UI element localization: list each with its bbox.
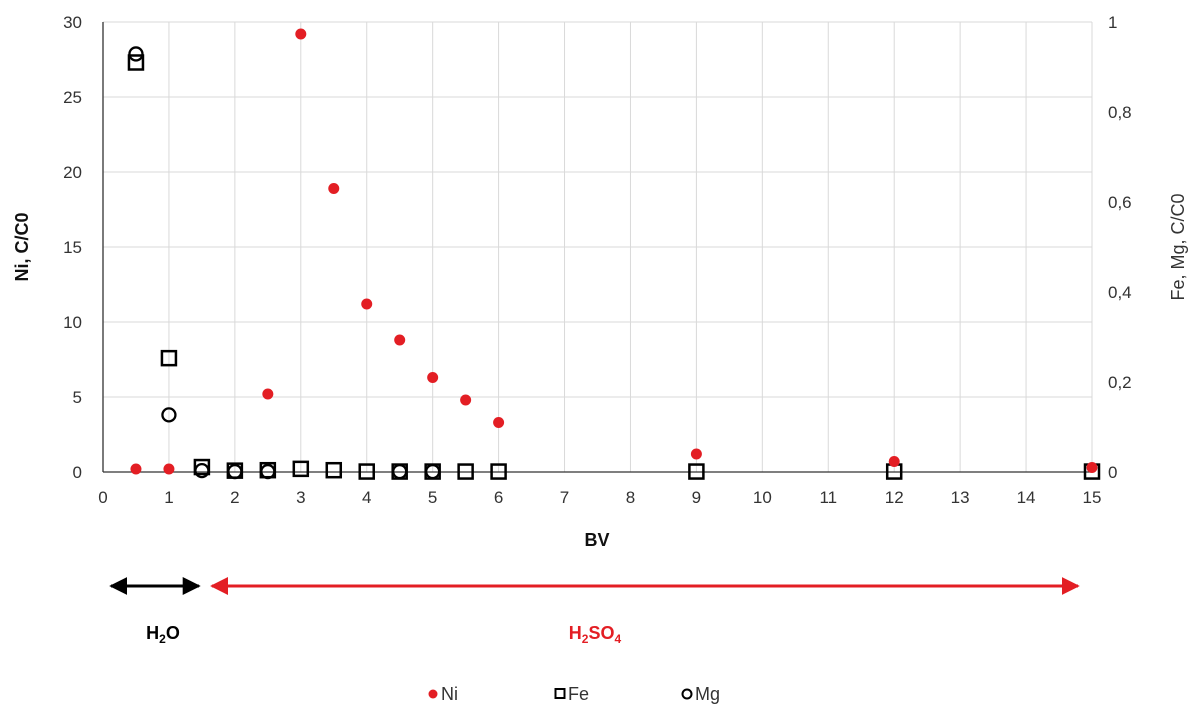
- x-tick-label: 7: [560, 488, 569, 507]
- y-right-tick-label: 0,4: [1108, 283, 1132, 302]
- x-tick-label: 15: [1083, 488, 1102, 507]
- x-tick-label: 13: [951, 488, 970, 507]
- fe-point: [193, 458, 211, 476]
- data-marks: [127, 28, 1101, 480]
- x-tick-label: 1: [164, 488, 173, 507]
- fe-point: [325, 461, 343, 479]
- mg-point: [194, 462, 210, 479]
- mg-point: [392, 463, 408, 480]
- fe-point: [127, 54, 145, 71]
- y-right-tick-label: 0: [1108, 463, 1117, 482]
- x-tick-label: 9: [692, 488, 701, 507]
- ni-point: [690, 448, 702, 460]
- ni-point: [493, 417, 505, 428]
- legend-label: Fe: [568, 684, 589, 704]
- x-tick-label: 8: [626, 488, 635, 507]
- y-right-tick-label: 1: [1108, 13, 1117, 32]
- axes: [102, 22, 1092, 473]
- x-tick-label: 6: [494, 488, 503, 507]
- fe-point: [358, 463, 375, 480]
- x-tick-label: 11: [819, 488, 837, 507]
- y-left-tick-label: 15: [63, 238, 82, 257]
- ni-point: [888, 456, 900, 467]
- mg-point: [161, 407, 177, 423]
- h2o-label: H2O: [146, 623, 180, 646]
- ni-point: [427, 372, 439, 383]
- ni-point: [394, 334, 406, 346]
- mg-point: [227, 463, 243, 480]
- legend-mg-icon: [681, 688, 693, 700]
- x-tick-label: 2: [230, 488, 239, 507]
- grid: [103, 21, 1093, 472]
- x-tick-label: 4: [362, 488, 371, 507]
- mg-point: [425, 463, 441, 480]
- annotations: H2O H2SO4: [109, 577, 1080, 646]
- x-tick-label: 0: [98, 488, 107, 507]
- y-right-tick-label: 0,6: [1108, 193, 1132, 212]
- x-tick-label: 5: [428, 488, 437, 507]
- mg-point: [260, 463, 276, 480]
- fe-point: [457, 463, 474, 480]
- ni-point: [295, 28, 307, 40]
- ni-point: [460, 394, 472, 406]
- x-tick-label: 12: [885, 488, 904, 507]
- y-right-tick-label: 0,8: [1108, 103, 1132, 122]
- ni-point: [361, 298, 373, 310]
- legend-ni-icon: [428, 689, 438, 699]
- y-left-tick-label: 20: [63, 163, 82, 182]
- y-left-tick-label: 10: [63, 313, 82, 332]
- legend: Ni Fe Mg: [428, 684, 720, 704]
- x-tick-label: 10: [753, 488, 772, 507]
- fe-point: [160, 349, 178, 367]
- legend-label: Mg: [695, 684, 720, 704]
- y-axis-left-title: Ni, C/C0: [12, 212, 32, 281]
- ni-point: [262, 388, 274, 400]
- legend-fe-icon: [554, 688, 566, 699]
- fe-point: [688, 463, 705, 480]
- y-left-tick-label: 30: [63, 13, 82, 32]
- ni-point: [163, 463, 175, 475]
- ni-point: [1086, 462, 1098, 473]
- fe-point: [292, 460, 310, 478]
- x-tick-label: 3: [296, 488, 305, 507]
- x-tick-label: 14: [1017, 488, 1036, 507]
- tick-labels: 0 1 2 3 4 5 6 7 8 9 10 11 12 13 14 1505101520253000,20,…: [63, 13, 1132, 507]
- y-right-tick-label: 0,2: [1108, 373, 1132, 392]
- legend-label: Ni: [441, 684, 458, 704]
- x-axis-title: BV: [584, 530, 609, 550]
- mg-point: [128, 46, 144, 62]
- h2so4-label: H2SO4: [569, 623, 622, 646]
- fe-point: [490, 463, 507, 480]
- ni-point: [328, 183, 340, 194]
- y-axis-right-title: Fe, Mg, C/C0: [1168, 193, 1188, 300]
- y-left-tick-label: 5: [73, 388, 82, 407]
- y-left-tick-label: 0: [73, 463, 82, 482]
- y-left-tick-label: 25: [63, 88, 82, 107]
- ni-point: [130, 463, 142, 475]
